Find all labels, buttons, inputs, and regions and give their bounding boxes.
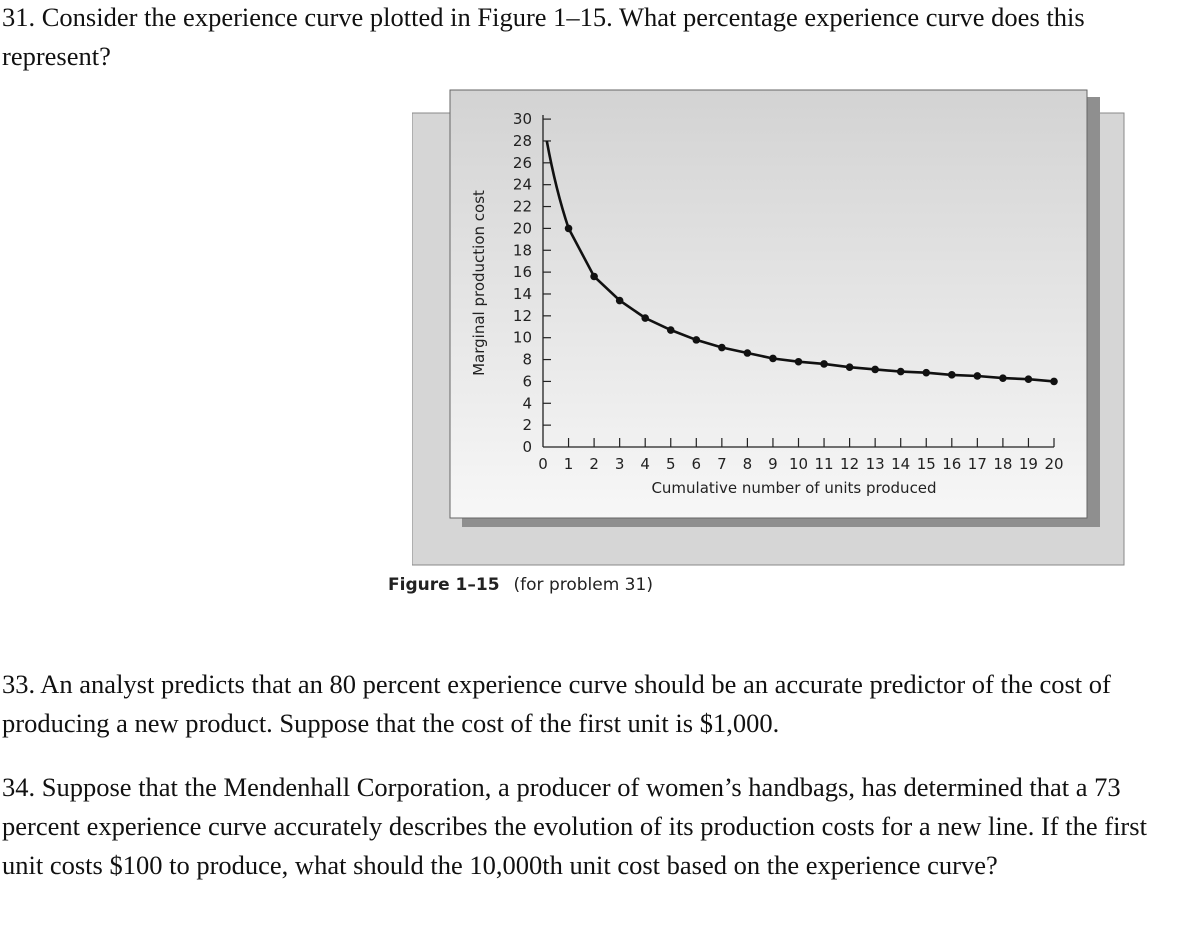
- y-tick-label: 22: [513, 198, 532, 216]
- x-tick-label: 3: [615, 455, 625, 473]
- x-tick-label: 4: [640, 455, 650, 473]
- x-tick-label: 11: [815, 455, 834, 473]
- problem-33-text: 33. An analyst predicts that an 80 perce…: [2, 669, 1111, 738]
- y-tick-label: 12: [513, 307, 532, 325]
- data-point: [564, 224, 573, 233]
- data-point: [794, 357, 803, 366]
- data-point: [1024, 375, 1033, 384]
- x-tick-label: 19: [1019, 455, 1038, 473]
- x-tick-label: 12: [840, 455, 859, 473]
- x-tick-label: 18: [993, 455, 1012, 473]
- y-tick-label: 28: [513, 132, 532, 150]
- data-point: [973, 372, 982, 380]
- y-tick-label: 0: [522, 438, 532, 456]
- data-point: [718, 343, 726, 352]
- x-tick-label: 6: [692, 455, 702, 473]
- experience-curve-chart: Marginal production cost Cumulative numb…: [411, 89, 1125, 566]
- x-axis-label: Cumulative number of units produced: [651, 479, 936, 497]
- y-tick-label: 18: [513, 241, 532, 259]
- data-point: [896, 367, 905, 376]
- data-point: [871, 365, 879, 374]
- data-point: [641, 314, 649, 322]
- x-tick-label: 1: [564, 455, 574, 473]
- x-tick-label: 8: [743, 455, 753, 473]
- x-axis-ticks: 0 1 2 3 4 5 6 7 8 9 10 11 12 13 14 15 16 17 18 19 20: [538, 438, 1064, 473]
- x-tick-label: 20: [1044, 455, 1063, 473]
- x-tick-label: 13: [866, 455, 885, 473]
- data-point: [999, 374, 1007, 382]
- data-point: [845, 363, 854, 372]
- experience-curve-line: [545, 140, 1055, 383]
- data-point: [769, 354, 777, 363]
- y-tick-label: 6: [522, 372, 532, 390]
- data-point: [922, 368, 931, 377]
- x-tick-label: 2: [589, 455, 599, 473]
- x-tick-label: 7: [717, 455, 727, 473]
- data-point: [590, 272, 598, 281]
- data-point: [615, 296, 624, 305]
- y-tick-label: 26: [513, 154, 532, 172]
- x-tick-label: 10: [789, 455, 808, 473]
- figure-caption: Figure 1–15 (for problem 31): [388, 575, 653, 595]
- x-tick-label: 9: [768, 455, 778, 473]
- y-tick-label: 10: [513, 329, 532, 347]
- problem-31-text: 31. Consider the experience curve plotte…: [2, 2, 1085, 71]
- y-tick-label: 4: [522, 394, 532, 412]
- y-tick-label: 30: [513, 110, 532, 128]
- figure-plot-panel: [449, 89, 1088, 519]
- y-axis-label: Marginal production cost: [470, 190, 488, 376]
- x-tick-label: 5: [666, 455, 676, 473]
- x-tick-label: 16: [942, 455, 961, 473]
- x-tick-label: 0: [538, 455, 548, 473]
- data-point: [743, 349, 752, 357]
- y-tick-label: 2: [522, 416, 532, 434]
- data-point: [948, 371, 956, 379]
- y-tick-label: 8: [522, 351, 532, 369]
- figure-caption-text: (for problem 31): [513, 575, 653, 595]
- figure-number: Figure 1–15: [388, 575, 500, 595]
- figure-1-15: Marginal production cost Cumulative numb…: [411, 88, 1127, 573]
- y-tick-label: 20: [513, 219, 532, 237]
- y-tick-label: 14: [513, 285, 532, 303]
- x-tick-label: 17: [968, 455, 987, 473]
- problem-34-text: 34. Suppose that the Mendenhall Corporat…: [2, 772, 1147, 880]
- y-tick-label: 16: [513, 263, 532, 281]
- data-point: [1050, 377, 1058, 386]
- y-tick-label: 24: [513, 176, 532, 194]
- data-point: [692, 336, 701, 344]
- data-points: [564, 224, 1058, 386]
- data-point: [820, 360, 828, 368]
- data-point: [666, 326, 675, 334]
- x-tick-label: 14: [891, 455, 910, 473]
- x-tick-label: 15: [917, 455, 936, 473]
